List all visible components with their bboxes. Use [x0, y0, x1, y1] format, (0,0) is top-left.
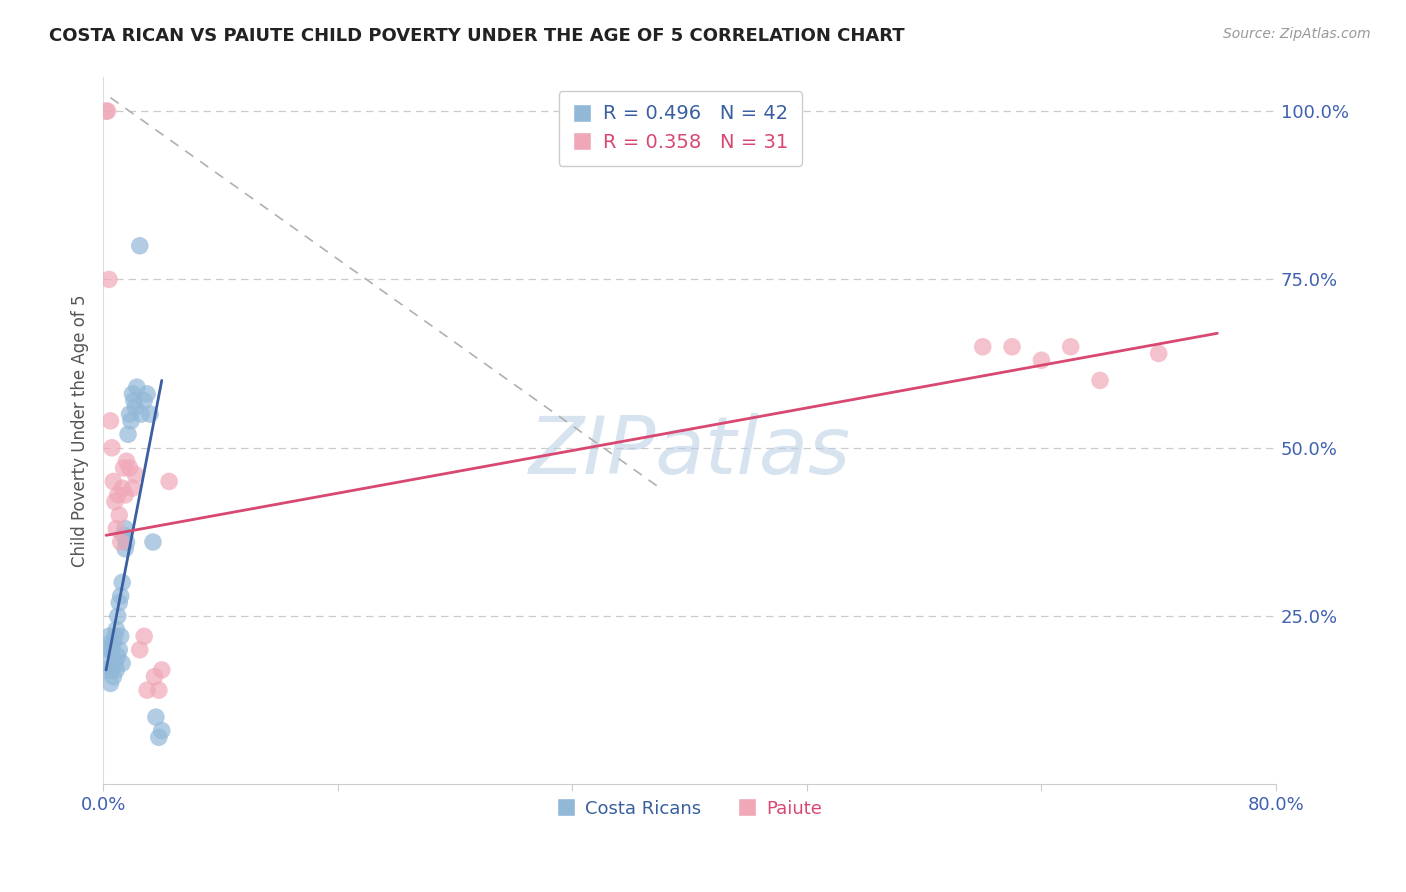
Point — [101, 663, 124, 677]
Point — [114, 541, 136, 556]
Text: Source: ZipAtlas.com: Source: ZipAtlas.com — [1223, 27, 1371, 41]
Point — [111, 657, 134, 671]
Point — [104, 657, 127, 671]
Text: ZIPatlas: ZIPatlas — [529, 413, 851, 491]
Point — [108, 642, 131, 657]
Point — [100, 636, 122, 650]
Point — [150, 663, 173, 677]
Point — [108, 508, 131, 522]
Point — [101, 642, 124, 657]
Point — [100, 414, 122, 428]
Point — [101, 441, 124, 455]
Point — [111, 481, 134, 495]
Point — [136, 387, 159, 401]
Point — [114, 522, 136, 536]
Point — [1031, 353, 1053, 368]
Point — [96, 649, 118, 664]
Point — [134, 629, 156, 643]
Legend: Costa Ricans, Paiute: Costa Ricans, Paiute — [550, 792, 830, 825]
Point — [111, 575, 134, 590]
Point — [114, 488, 136, 502]
Point — [107, 609, 129, 624]
Point — [121, 387, 143, 401]
Point — [98, 642, 121, 657]
Point — [115, 535, 138, 549]
Point — [148, 731, 170, 745]
Point — [125, 380, 148, 394]
Y-axis label: Child Poverty Under the Age of 5: Child Poverty Under the Age of 5 — [72, 294, 89, 567]
Point — [129, 407, 152, 421]
Point — [1001, 340, 1024, 354]
Point — [103, 475, 125, 489]
Point — [148, 683, 170, 698]
Point — [110, 589, 132, 603]
Point — [157, 475, 180, 489]
Point — [94, 104, 117, 119]
Point — [110, 535, 132, 549]
Point — [124, 401, 146, 415]
Point — [145, 710, 167, 724]
Point — [112, 528, 135, 542]
Point — [142, 535, 165, 549]
Point — [972, 340, 994, 354]
Point — [103, 636, 125, 650]
Point — [104, 629, 127, 643]
Point — [128, 239, 150, 253]
Point — [134, 393, 156, 408]
Point — [143, 670, 166, 684]
Point — [98, 629, 121, 643]
Point — [100, 676, 122, 690]
Point — [98, 272, 121, 286]
Point — [105, 522, 128, 536]
Point — [124, 467, 146, 482]
Point — [96, 104, 118, 119]
Point — [128, 642, 150, 657]
Point — [105, 663, 128, 677]
Point — [107, 488, 129, 502]
Point — [104, 494, 127, 508]
Point — [121, 481, 143, 495]
Point — [122, 393, 145, 408]
Point — [108, 596, 131, 610]
Point — [112, 461, 135, 475]
Point — [115, 454, 138, 468]
Text: COSTA RICAN VS PAIUTE CHILD POVERTY UNDER THE AGE OF 5 CORRELATION CHART: COSTA RICAN VS PAIUTE CHILD POVERTY UNDE… — [49, 27, 905, 45]
Point — [1060, 340, 1083, 354]
Point — [150, 723, 173, 738]
Point — [117, 427, 139, 442]
Point — [110, 629, 132, 643]
Point — [136, 683, 159, 698]
Point — [94, 663, 117, 677]
Point — [103, 670, 125, 684]
Point — [105, 623, 128, 637]
Point — [1147, 346, 1170, 360]
Point — [118, 461, 141, 475]
Point — [1088, 373, 1111, 387]
Point — [139, 407, 162, 421]
Point — [118, 407, 141, 421]
Point — [107, 649, 129, 664]
Point — [120, 414, 142, 428]
